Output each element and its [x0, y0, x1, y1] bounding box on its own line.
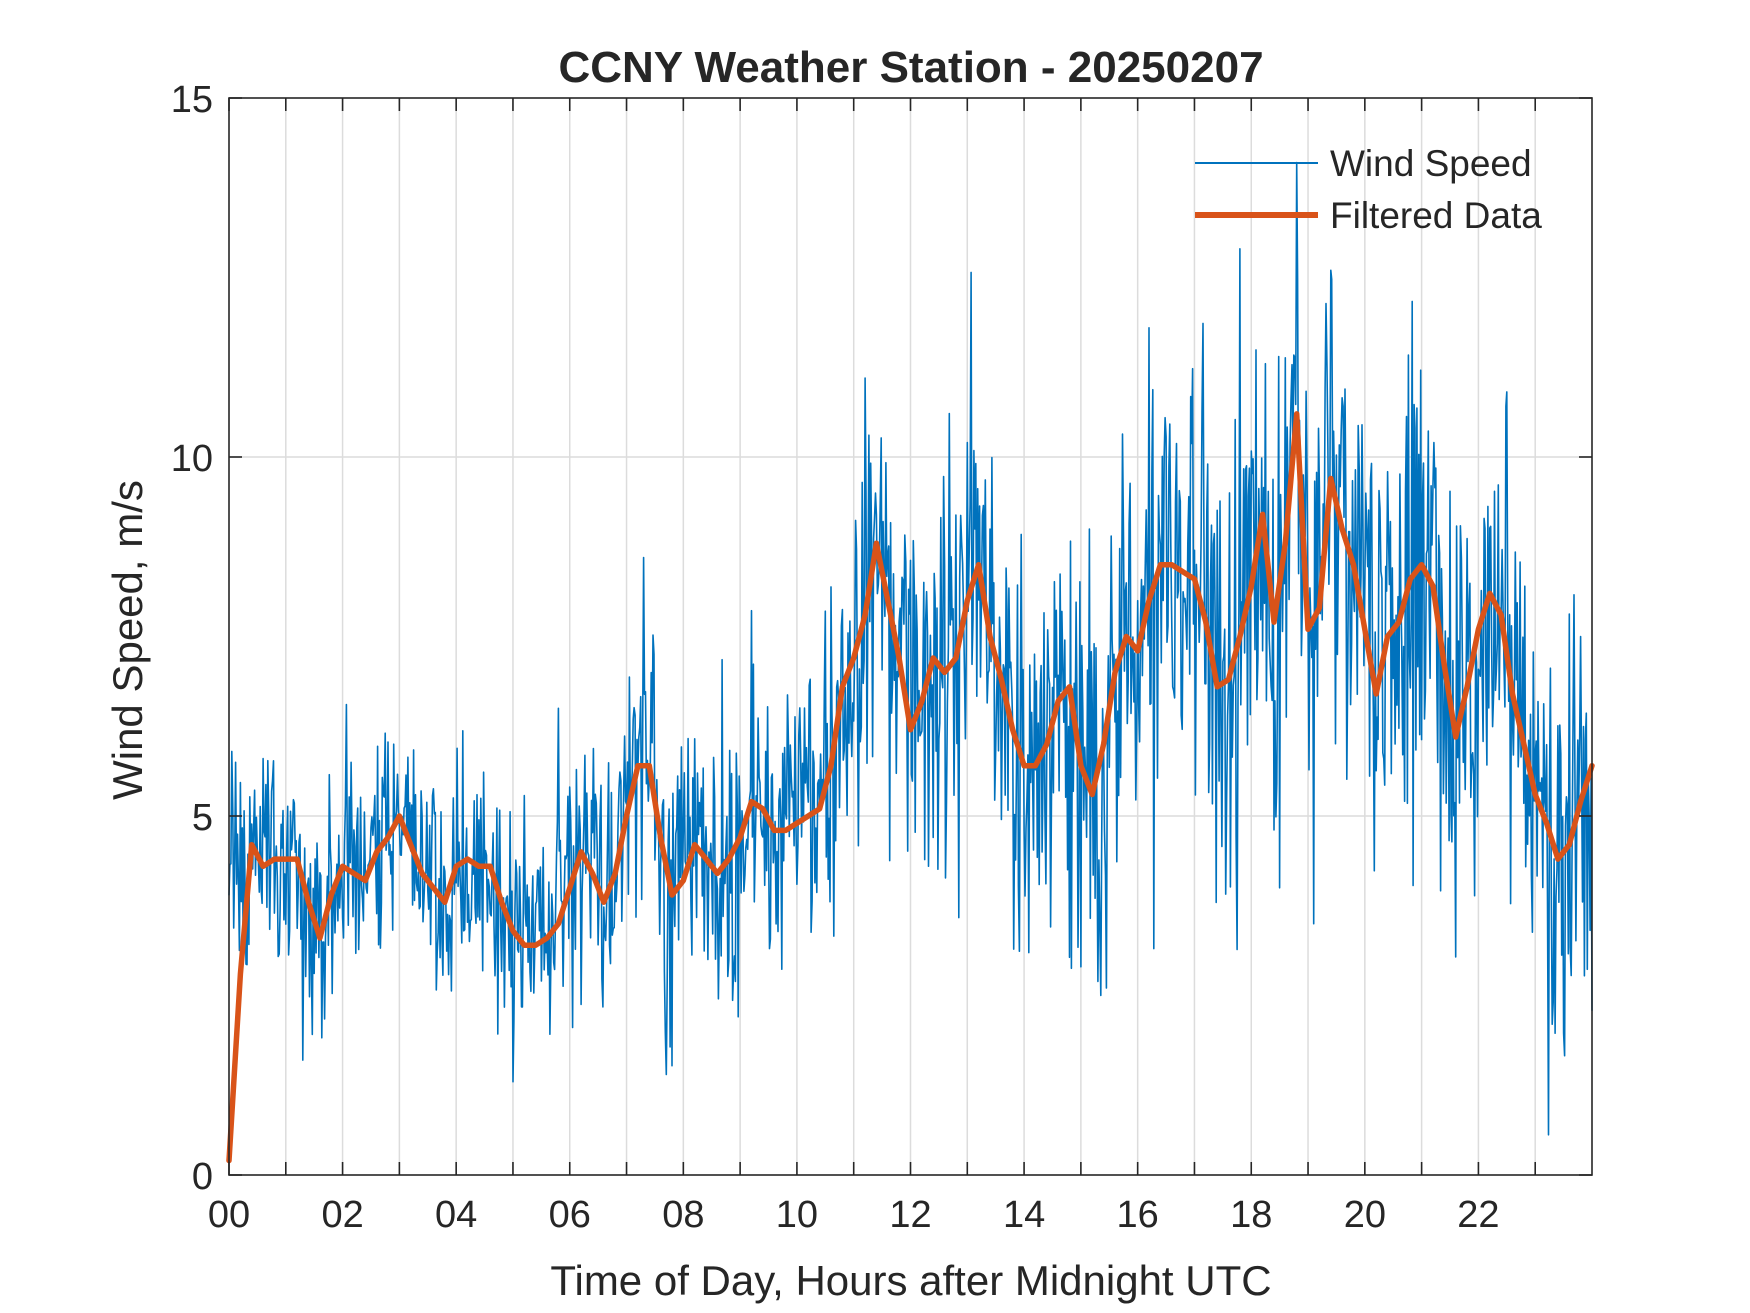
data-layer [226, 161, 1595, 1164]
x-tick-label: 02 [321, 1194, 363, 1236]
x-tick-label: 00 [208, 1194, 250, 1236]
y-tick-label: 15 [171, 79, 213, 121]
x-tick-label: 14 [1003, 1194, 1045, 1236]
x-tick-label: 18 [1230, 1194, 1272, 1236]
y-tick-label: 5 [192, 797, 213, 839]
chart-title: CCNY Weather Station - 20250207 [558, 43, 1263, 92]
x-tick-label: 08 [662, 1194, 704, 1236]
x-tick-label: 10 [776, 1194, 818, 1236]
x-tick-label: 04 [435, 1194, 477, 1236]
axes-layer: 00 02 04 06 08 10 12 14 16 18 20 22 0 5 10 15 [171, 79, 1593, 1236]
x-tick-label: 16 [1117, 1194, 1159, 1236]
filtered-data-line [226, 411, 1595, 1164]
x-tick-label: 06 [549, 1194, 591, 1236]
y-tick-label: 10 [171, 438, 213, 480]
legend-filtered-data-label: Filtered Data [1330, 195, 1542, 236]
x-tick-label: 20 [1344, 1194, 1386, 1236]
y-axis-label: Wind Speed, m/s [104, 480, 151, 800]
x-tick-label: 22 [1457, 1194, 1499, 1236]
x-tick-label: 12 [889, 1194, 931, 1236]
y-tick-label: 0 [192, 1156, 213, 1198]
wind-speed-line [228, 161, 1593, 1136]
x-axis-label: Time of Day, Hours after Midnight UTC [550, 1257, 1271, 1304]
legend: Wind Speed Filtered Data [1195, 143, 1542, 236]
legend-wind-speed-label: Wind Speed [1330, 143, 1532, 184]
